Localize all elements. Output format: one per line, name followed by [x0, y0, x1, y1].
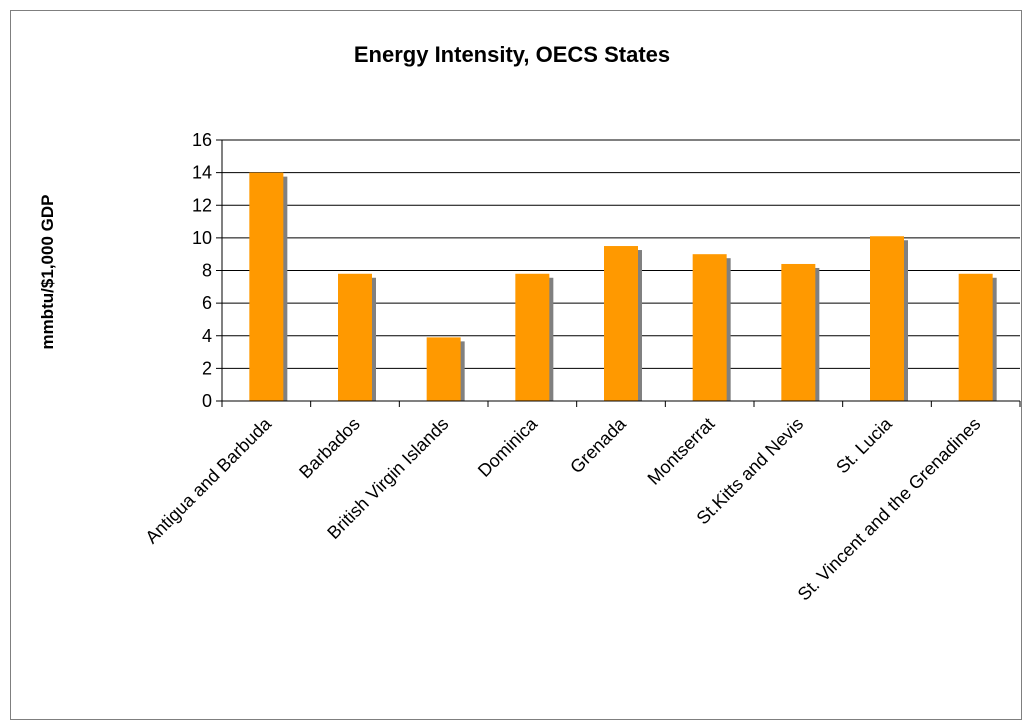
bar [781, 263, 816, 401]
bar [338, 273, 372, 401]
y-tick-label: 10 [192, 228, 212, 248]
x-tick-label: Barbados [295, 414, 364, 483]
chart-title: Energy Intensity, OECS States [353, 42, 671, 67]
x-tick-label: Antigua and Barbuda [141, 413, 275, 547]
y-tick-label: 14 [192, 163, 212, 183]
y-tick-label: 0 [202, 391, 212, 411]
x-tick-label: St. Lucia [832, 413, 896, 477]
bar [870, 236, 904, 401]
axes [216, 139, 1021, 407]
x-tick-label: Grenada [566, 413, 630, 477]
bar [426, 337, 461, 401]
y-tick-label: 2 [202, 358, 212, 378]
bar [604, 246, 638, 401]
bar [249, 172, 284, 401]
x-tick-label: Montserrat [644, 414, 719, 489]
y-tick-label: 16 [192, 130, 212, 150]
y-tick-label: 8 [202, 261, 212, 281]
y-tick-label: 4 [202, 326, 212, 346]
x-tick-label: St. Vincent and the Grenadines [794, 414, 985, 605]
bar [515, 273, 550, 401]
y-tick-label: 6 [202, 293, 212, 313]
y-tick-label: 12 [192, 195, 212, 215]
bar [958, 273, 993, 401]
bars [249, 172, 997, 401]
x-tick-label: Dominica [474, 413, 542, 481]
bar [692, 254, 727, 401]
